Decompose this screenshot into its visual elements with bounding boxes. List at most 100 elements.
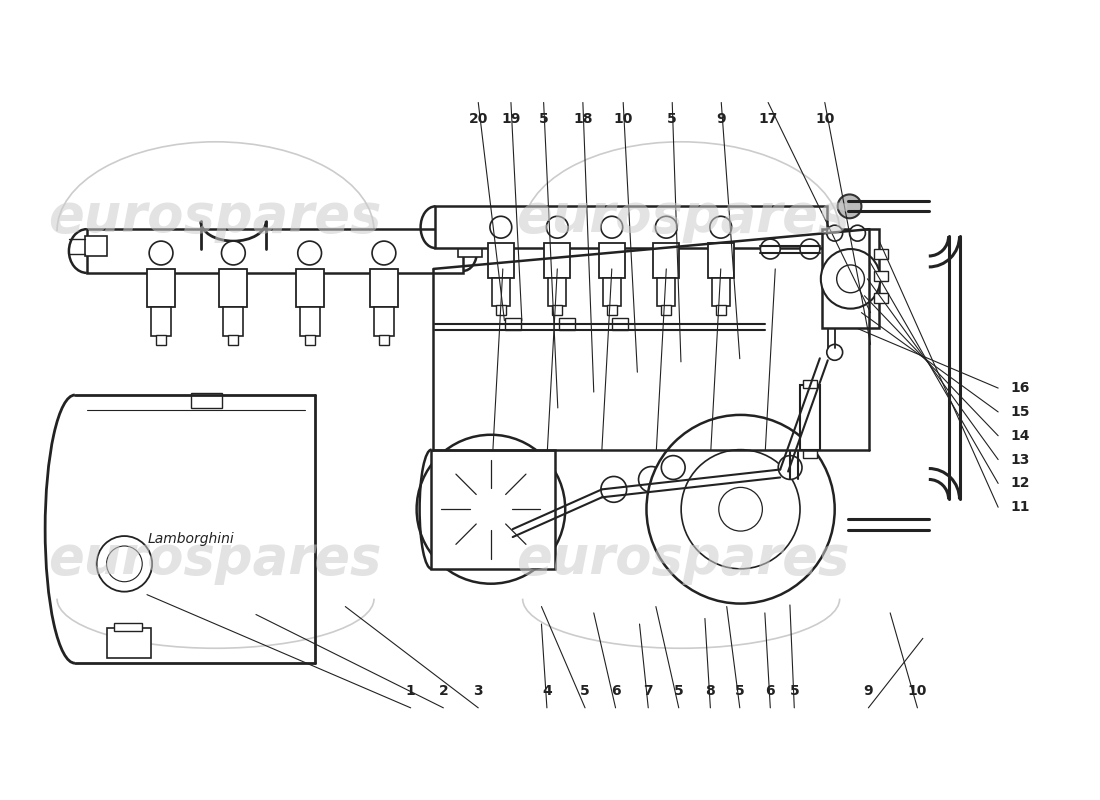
Circle shape: [547, 216, 569, 238]
Bar: [822, 229, 879, 329]
Text: 20: 20: [469, 113, 488, 126]
Bar: [658, 278, 675, 306]
Bar: [223, 306, 243, 337]
Bar: [559, 318, 575, 330]
Circle shape: [601, 216, 623, 238]
Text: 5: 5: [668, 113, 678, 126]
Bar: [220, 269, 248, 306]
Text: 5: 5: [580, 684, 590, 698]
Text: 5: 5: [790, 684, 800, 698]
Circle shape: [150, 241, 173, 265]
Bar: [800, 385, 820, 450]
Bar: [708, 243, 734, 278]
Bar: [598, 243, 625, 278]
Circle shape: [838, 194, 861, 218]
Text: eurospares: eurospares: [48, 533, 382, 585]
Text: 15: 15: [1010, 405, 1030, 419]
Bar: [716, 305, 726, 314]
Circle shape: [827, 344, 843, 360]
Bar: [374, 306, 394, 337]
Circle shape: [417, 434, 565, 584]
Bar: [874, 271, 888, 281]
Text: 17: 17: [758, 113, 778, 126]
Text: 9: 9: [864, 684, 873, 698]
Circle shape: [471, 490, 510, 529]
Text: 1: 1: [406, 684, 416, 698]
Circle shape: [107, 546, 142, 582]
Text: 12: 12: [1010, 477, 1030, 490]
Circle shape: [372, 241, 396, 265]
Text: 18: 18: [573, 113, 593, 126]
Circle shape: [97, 536, 152, 592]
Circle shape: [710, 216, 732, 238]
Bar: [803, 380, 817, 388]
Text: 16: 16: [1010, 381, 1030, 395]
Circle shape: [647, 415, 835, 603]
Bar: [552, 305, 562, 314]
Bar: [612, 318, 628, 330]
Text: 6: 6: [766, 684, 775, 698]
Bar: [492, 514, 509, 541]
Bar: [107, 629, 151, 658]
Text: 3: 3: [473, 684, 483, 698]
Bar: [803, 450, 817, 458]
Circle shape: [221, 241, 245, 265]
Text: eurospares: eurospares: [516, 533, 850, 585]
Text: 2: 2: [439, 684, 449, 698]
Text: 13: 13: [1010, 453, 1030, 466]
Bar: [492, 278, 509, 306]
Text: 5: 5: [539, 113, 549, 126]
Bar: [488, 243, 514, 278]
Bar: [431, 450, 556, 569]
Bar: [151, 306, 170, 337]
Text: 4: 4: [542, 684, 552, 698]
Bar: [305, 335, 315, 346]
Bar: [229, 335, 239, 346]
Bar: [147, 269, 175, 306]
Circle shape: [849, 226, 866, 241]
Text: 7: 7: [644, 684, 653, 698]
Circle shape: [439, 458, 542, 561]
Text: 10: 10: [614, 113, 632, 126]
Bar: [496, 305, 506, 314]
Circle shape: [298, 241, 321, 265]
Text: eurospares: eurospares: [516, 191, 850, 243]
Bar: [85, 236, 107, 256]
Text: 5: 5: [674, 684, 683, 698]
Bar: [87, 229, 463, 273]
Text: 11: 11: [1010, 500, 1030, 514]
Text: 14: 14: [1010, 429, 1030, 442]
Circle shape: [601, 477, 627, 502]
Bar: [607, 305, 617, 314]
Bar: [712, 278, 729, 306]
Bar: [874, 249, 888, 259]
Bar: [549, 278, 566, 306]
Circle shape: [656, 216, 678, 238]
Bar: [505, 318, 520, 330]
Text: 5: 5: [735, 684, 745, 698]
Bar: [299, 306, 319, 337]
Circle shape: [638, 466, 664, 492]
Text: 10: 10: [908, 684, 927, 698]
Bar: [603, 278, 620, 306]
Circle shape: [760, 239, 780, 259]
Text: 6: 6: [610, 684, 620, 698]
Bar: [156, 335, 166, 346]
Bar: [436, 206, 827, 248]
Circle shape: [778, 456, 802, 479]
Bar: [379, 335, 389, 346]
Text: 19: 19: [502, 113, 520, 126]
Text: 9: 9: [716, 113, 726, 126]
Bar: [190, 393, 222, 408]
Bar: [544, 243, 570, 278]
Bar: [653, 243, 679, 278]
Bar: [874, 293, 888, 302]
Circle shape: [821, 249, 880, 309]
Circle shape: [681, 450, 800, 569]
Bar: [114, 623, 142, 631]
Circle shape: [718, 487, 762, 531]
Text: eurospares: eurospares: [48, 191, 382, 243]
Bar: [296, 269, 323, 306]
Circle shape: [837, 265, 865, 293]
Text: 10: 10: [815, 113, 835, 126]
